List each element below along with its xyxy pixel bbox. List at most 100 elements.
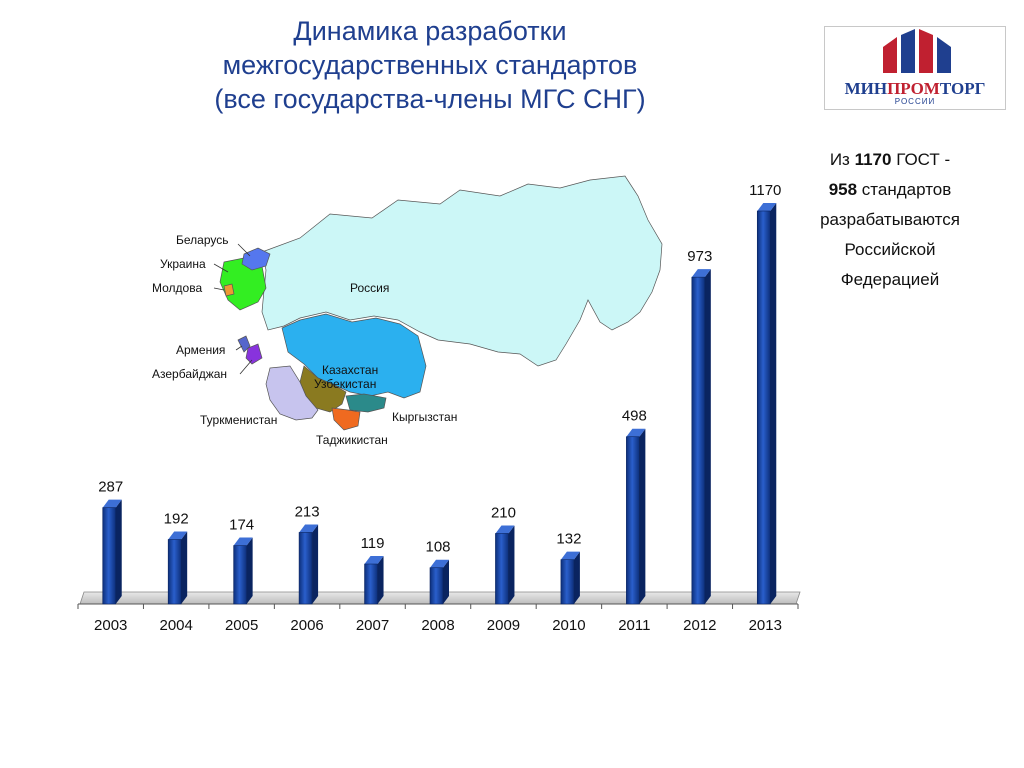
- bar-top: [560, 551, 580, 560]
- note-prefix: Из: [829, 150, 855, 169]
- x-label-2004: 2004: [159, 617, 192, 634]
- bar-top: [102, 499, 122, 508]
- note-line-3: разрабатываются: [820, 210, 960, 229]
- x-label-2007: 2007: [356, 617, 389, 634]
- belarus-shape: [241, 247, 271, 271]
- bar-2009: [495, 525, 515, 605]
- bar-front: [298, 532, 313, 605]
- x-label-2005: 2005: [225, 617, 258, 634]
- bar-series: 287 192 174 213 119 108 210 132 498 973 1170: [98, 182, 781, 605]
- x-label-2010: 2010: [552, 617, 585, 634]
- bar-side: [181, 531, 188, 604]
- page-title: Динамика разработки межгосударственных с…: [130, 14, 730, 116]
- logo-word-torg: ТОРГ: [939, 79, 986, 98]
- turkmenistan-shape: [265, 365, 319, 421]
- map-pointers: [213, 243, 253, 375]
- data-label-2012: 973: [687, 248, 712, 265]
- bar-front: [560, 559, 575, 605]
- note-line-4: Российской: [844, 240, 936, 259]
- logo-wordmark: МИНПРОМТОРГ: [825, 79, 1005, 99]
- bar-top: [430, 559, 449, 568]
- label-russia: Россия: [350, 281, 389, 295]
- title-line-1: Динамика разработки: [293, 16, 567, 46]
- bar-front: [691, 276, 706, 605]
- bar-2005: [233, 537, 253, 605]
- note-line-5: Федерацией: [840, 270, 940, 289]
- bar-top: [233, 537, 253, 546]
- armenia-shape: [237, 335, 251, 353]
- bar-2003: [102, 499, 122, 605]
- note-gost: ГОСТ -: [891, 150, 951, 169]
- x-label-2008: 2008: [421, 617, 454, 634]
- bar-front: [626, 436, 640, 605]
- label-armenia: Армения: [176, 343, 225, 357]
- bar-top: [495, 525, 515, 534]
- x-label-2013: 2013: [749, 617, 782, 634]
- data-label-2009: 210: [491, 504, 516, 521]
- bar-front: [167, 539, 182, 605]
- bar-top: [626, 428, 646, 437]
- bar-2011: [626, 428, 646, 605]
- bar-2007: [364, 556, 384, 605]
- title-line-3: (все государства-члены МГС СНГ): [214, 84, 646, 114]
- x-label-2009: 2009: [487, 617, 520, 634]
- bar-side: [115, 499, 122, 604]
- x-axis-ticks: [77, 604, 799, 609]
- bar-side: [573, 551, 580, 604]
- azerbaijan-shape: [245, 343, 263, 365]
- bar-front: [364, 563, 378, 605]
- bar-front: [756, 210, 771, 605]
- data-label-2007: 119: [361, 535, 385, 552]
- note-line-2: 958 стандартов: [790, 175, 990, 205]
- data-label-2003: 287: [98, 479, 123, 496]
- minpromtorg-logo: МИНПРОМТОРГ РОССИИ: [824, 26, 1006, 110]
- summary-note: Из 1170 ГОСТ - 958 стандартов разрабатыв…: [790, 145, 990, 295]
- data-label-2008: 108: [425, 539, 450, 556]
- data-label-2006: 213: [295, 503, 320, 520]
- data-label-2011: 498: [622, 408, 647, 425]
- note-russia-count: 958: [828, 180, 858, 199]
- bar-top: [364, 556, 384, 565]
- bar-top: [168, 531, 188, 540]
- x-label-2012: 2012: [683, 617, 716, 634]
- bar-side: [377, 556, 384, 604]
- russia-shape: [261, 175, 663, 367]
- bar-side: [770, 203, 777, 604]
- data-label-2010: 132: [556, 531, 581, 548]
- bar-side: [312, 524, 319, 604]
- note-total: 1170: [854, 150, 892, 169]
- label-azerbaijan: Азербайджан: [152, 367, 227, 381]
- bar-2013: [756, 203, 777, 605]
- label-uzbekistan: Узбекистан: [314, 377, 376, 391]
- bar-2008: [429, 559, 449, 605]
- bar-2010: [560, 551, 580, 605]
- logo-word-min: МИН: [844, 79, 888, 98]
- cis-map: Беларусь Украина Молдова Россия Армения …: [152, 175, 663, 447]
- bar-2004: [167, 531, 188, 605]
- bar-side: [443, 559, 449, 604]
- label-belarus: Беларусь: [176, 233, 228, 247]
- moldova-shape: [223, 283, 235, 297]
- tajikistan-shape: [331, 407, 361, 431]
- data-label-2004: 192: [164, 511, 189, 528]
- label-tajikistan: Таджикистан: [316, 433, 388, 447]
- logo-word-prom: ПРОМ: [887, 79, 940, 98]
- bar-top: [757, 203, 777, 211]
- label-moldova: Молдова: [152, 281, 202, 295]
- x-label-2006: 2006: [290, 617, 323, 634]
- kyrgyzstan-shape: [345, 393, 387, 413]
- bar-side: [508, 525, 515, 604]
- logo-subtitle: РОССИИ: [894, 97, 936, 106]
- label-kazakhstan: Казахстан: [322, 363, 378, 377]
- bar-top: [691, 269, 711, 278]
- x-label-2011: 2011: [618, 617, 650, 634]
- bar-top: [299, 524, 319, 533]
- data-label-2013: 1170: [749, 182, 781, 199]
- logo-emblem: [883, 29, 951, 73]
- bar-front: [233, 545, 247, 605]
- label-ukraine: Украина: [160, 257, 206, 271]
- bar-side: [704, 269, 711, 604]
- bar-side: [639, 428, 646, 604]
- x-label-2003: 2003: [94, 617, 127, 634]
